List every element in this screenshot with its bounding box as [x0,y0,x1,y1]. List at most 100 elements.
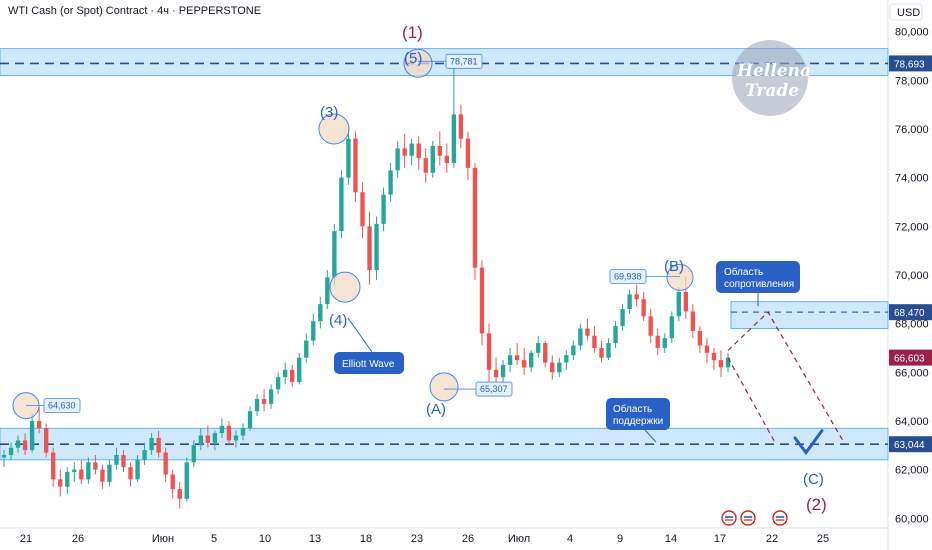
candle-body [599,347,604,358]
support-callout [606,398,670,430]
wave-label-4: (4) [329,312,347,329]
candle-body [395,148,400,171]
hellena-trade-logo: Hellena Trade [732,40,811,116]
pivot-marker [429,372,459,402]
price-axis[interactable]: 80,000 78,000 76,000 74,000 72,000 70,000 68,0… [895,27,929,526]
candle-body [571,345,576,356]
time-tick-label: 18 [360,533,372,545]
candle-body [79,469,84,480]
candle-body [416,143,421,159]
candle-body [493,369,499,378]
candle-body [536,343,541,353]
candle-body [360,192,365,227]
candle-body [564,355,569,363]
time-tick-label: 9 [617,533,623,545]
candle-body [430,145,435,173]
check-icon [793,429,824,456]
candle-body [65,472,70,487]
candle-body [718,360,724,368]
candle-body [325,277,330,305]
candle-body [669,316,674,339]
time-tick-label: 4 [567,533,573,545]
time-tick-label: 26 [462,533,474,545]
candle-body [655,335,660,348]
price-badge-text: 66,603 [894,354,925,365]
candle-body [290,369,295,383]
candle-body [191,445,196,463]
price-label-box [445,53,483,69]
candle-body [374,223,379,271]
candle-body [36,420,42,429]
time-tick-label: 22 [766,533,778,545]
candle-body [339,177,344,232]
candle-body [240,428,246,436]
candle-body [261,399,267,404]
candle-body [606,343,611,358]
currency-box[interactable] [889,3,923,21]
candle-body [205,435,211,443]
candle-body [507,355,513,365]
price-tick-label: 72,000 [895,221,929,233]
price-badges: 78,693 68,470 66,603 63,044 [889,55,932,453]
price-label-text: 78,781 [450,56,478,66]
time-tick-label: 21 [20,533,32,545]
time-tick-label: 26 [72,533,84,545]
time-tick-label: 25 [817,533,829,545]
pivot-marker [329,271,361,303]
projection-layer [727,311,846,456]
resistance-text-2: сопротивления [724,279,794,290]
elliott-wave-callout [334,352,404,374]
candle-body [402,148,407,156]
elliott-wave-text: Elliott Wave [342,359,395,370]
candle-body [704,345,710,353]
candle-body [332,231,337,278]
price-tick-label: 74,000 [895,173,929,185]
price-tick-label: 60,000 [895,513,929,525]
support-text-1: Область [613,403,652,415]
support-text-2: поддержки [613,416,663,427]
candle-body [135,459,140,480]
candle-body [58,479,63,487]
price-badge [889,349,932,366]
pivot-marker [403,48,433,78]
wave-label-3: (3) [320,104,338,121]
candle-body [500,364,506,378]
us-flag-icon [772,510,788,526]
candle-body [163,452,168,475]
candle-body [458,114,464,139]
price-tick-label: 66,000 [895,367,929,379]
candle-body [367,226,372,271]
price-badge-text: 68,470 [894,308,925,319]
resistance-text-1: Область [724,266,763,278]
candle-body [662,338,667,348]
candle-body [15,440,21,448]
time-tick-label: Июн [152,533,174,545]
price-badge-text: 63,044 [894,440,925,451]
resistance-zone [730,301,889,329]
price-tick-label: 64,000 [895,416,929,428]
candle-body [592,335,597,348]
candle-body [107,464,112,482]
candle-body [479,267,485,334]
price-badge [889,436,932,453]
candle-body [711,352,717,361]
candle-body [543,343,548,363]
time-axis[interactable]: 21 26 Июн 5 10 13 18 23 26 Июл 4 9 14 17 22 25 [20,533,829,545]
pivot-marker [318,113,350,145]
candle-body [627,294,632,310]
time-tick-label: 14 [665,533,677,545]
candle-body [641,299,646,317]
candle-body [346,138,351,178]
annotations-layer: 64,630 78,781 65,307 69,938 (3) (4) (5) (1) (A) (… [12,23,827,526]
candle-body [1,455,7,458]
candle-body [353,138,358,193]
price-label-text: 64,630 [48,401,76,411]
candle-body [472,167,478,268]
price-tick-label: 80,000 [895,27,929,39]
resistance-callout [716,261,800,293]
candle-body [268,389,274,404]
price-badge-text: 78,693 [894,59,925,70]
candle-body [690,311,696,331]
candle-body [613,326,618,344]
